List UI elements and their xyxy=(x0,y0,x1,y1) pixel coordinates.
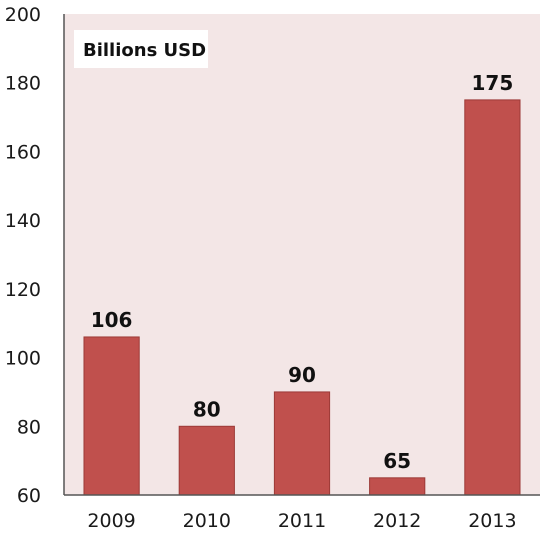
x-tick-label: 2011 xyxy=(278,510,326,532)
data-label-2013: 175 xyxy=(472,71,514,95)
y-tick-label: 180 xyxy=(5,73,41,95)
x-axis-ticks: 2009 2010 2011 2012 2013 xyxy=(87,510,516,532)
unit-label-box xyxy=(74,30,208,68)
x-tick-label: 2013 xyxy=(468,510,516,532)
y-tick-label: 160 xyxy=(5,141,41,163)
unit-label: Billions USD xyxy=(83,40,206,61)
data-label-2009: 106 xyxy=(91,308,133,332)
y-tick-label: 140 xyxy=(5,210,41,232)
data-label-2011: 90 xyxy=(288,363,316,387)
bar-2013 xyxy=(464,99,521,496)
data-label-2010: 80 xyxy=(193,397,221,421)
bar-2012 xyxy=(369,477,426,496)
x-tick-label: 2009 xyxy=(87,510,135,532)
y-tick-label: 200 xyxy=(5,4,41,26)
y-tick-label: 100 xyxy=(5,348,41,370)
bars-group xyxy=(83,99,521,496)
bar-2009 xyxy=(83,336,140,496)
bar-2011 xyxy=(273,391,331,496)
y-tick-label: 60 xyxy=(17,485,41,507)
bar-2010 xyxy=(178,425,235,496)
x-tick-label: 2012 xyxy=(373,510,421,532)
x-tick-label: 2010 xyxy=(183,510,231,532)
y-tick-label: 80 xyxy=(17,416,41,438)
y-tick-label: 120 xyxy=(5,279,41,301)
y-axis-ticks: 60 80 100 120 140 160 180 200 xyxy=(5,4,41,507)
data-labels-group: 106 80 90 65 175 xyxy=(91,71,514,473)
data-label-2012: 65 xyxy=(383,449,411,473)
